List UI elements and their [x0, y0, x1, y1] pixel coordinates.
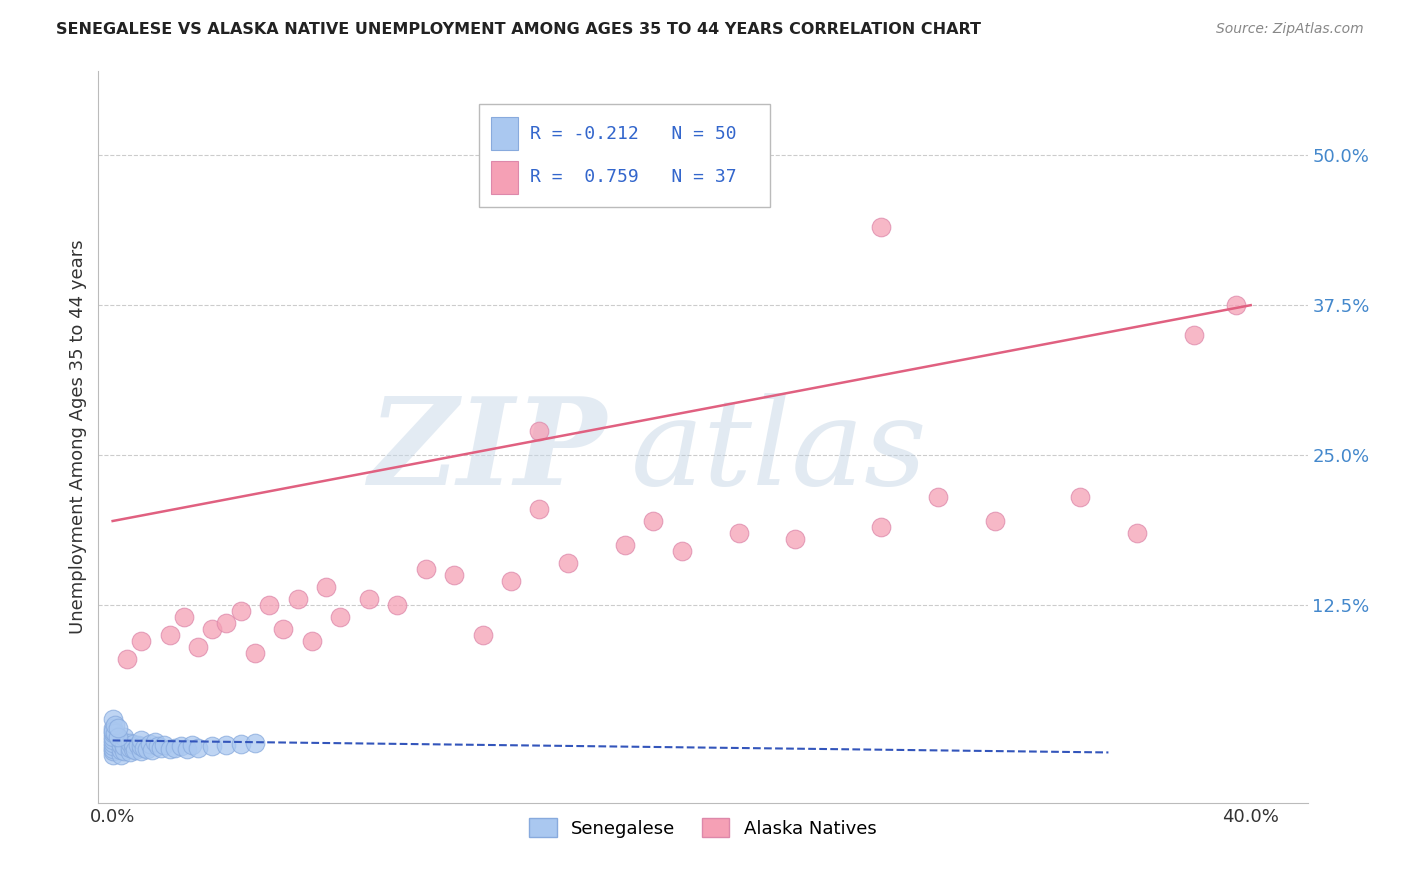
Point — [785, 532, 807, 546]
Point — [159, 742, 181, 756]
Point — [112, 730, 135, 744]
Point — [104, 718, 127, 732]
Point — [107, 730, 129, 744]
Text: R =  0.759   N = 37: R = 0.759 N = 37 — [530, 169, 737, 186]
Point — [1126, 526, 1149, 541]
Point — [315, 580, 337, 594]
Point — [869, 220, 891, 235]
Point — [187, 640, 209, 654]
Point — [121, 737, 143, 751]
Point — [201, 622, 224, 636]
Point — [129, 744, 152, 758]
Point — [671, 544, 693, 558]
Point — [104, 726, 127, 740]
Point — [471, 628, 494, 642]
Bar — [492, 117, 517, 150]
Point — [415, 562, 437, 576]
Point — [110, 733, 132, 747]
Text: Source: ZipAtlas.com: Source: ZipAtlas.com — [1216, 22, 1364, 37]
Text: atlas: atlas — [630, 393, 927, 510]
Point — [229, 604, 252, 618]
Point — [118, 746, 141, 760]
Point — [153, 738, 176, 752]
Point — [176, 742, 198, 756]
Point — [215, 615, 238, 630]
Point — [529, 424, 551, 438]
Point — [110, 738, 132, 752]
Point — [1225, 298, 1247, 312]
Legend: Senegalese, Alaska Natives: Senegalese, Alaska Natives — [522, 811, 884, 845]
Text: R = -0.212   N = 50: R = -0.212 N = 50 — [530, 125, 737, 143]
Point — [159, 628, 181, 642]
Point — [927, 490, 949, 504]
Point — [181, 738, 204, 752]
Point — [101, 712, 124, 726]
Point — [643, 514, 665, 528]
Point — [727, 526, 749, 541]
Point — [229, 737, 252, 751]
Point — [110, 747, 132, 762]
Point — [150, 740, 173, 755]
Point — [869, 520, 891, 534]
Point — [135, 742, 157, 756]
Point — [101, 730, 124, 744]
Point — [170, 739, 193, 754]
Point — [1069, 490, 1091, 504]
Point — [613, 538, 636, 552]
Point — [101, 736, 124, 750]
Point — [101, 733, 124, 747]
Point — [329, 610, 352, 624]
Point — [112, 744, 135, 758]
Point — [101, 744, 124, 758]
Text: ZIP: ZIP — [368, 392, 606, 511]
Point — [443, 568, 465, 582]
Point — [121, 742, 143, 756]
Point — [287, 591, 309, 606]
Point — [101, 726, 124, 740]
Point — [357, 591, 380, 606]
Point — [118, 736, 141, 750]
Point — [243, 736, 266, 750]
Y-axis label: Unemployment Among Ages 35 to 44 years: Unemployment Among Ages 35 to 44 years — [69, 240, 87, 634]
Point — [101, 742, 124, 756]
Point — [129, 739, 152, 754]
Point — [146, 739, 169, 754]
Point — [499, 574, 522, 588]
Point — [301, 634, 323, 648]
Point — [124, 743, 146, 757]
Point — [173, 610, 195, 624]
Point — [165, 740, 187, 755]
Bar — [492, 161, 517, 194]
Point — [983, 514, 1005, 528]
Point — [257, 598, 280, 612]
Point — [112, 739, 135, 754]
Point — [129, 733, 152, 747]
Point — [101, 722, 124, 736]
Point — [138, 737, 160, 751]
Point — [127, 738, 149, 752]
Point — [118, 740, 141, 755]
Point — [115, 652, 138, 666]
Point — [385, 598, 408, 612]
Point — [132, 740, 155, 755]
Point — [187, 740, 209, 755]
Point — [215, 738, 238, 752]
Point — [529, 502, 551, 516]
Point — [273, 622, 295, 636]
Point — [201, 739, 224, 754]
Point — [110, 743, 132, 757]
Point — [101, 739, 124, 754]
Point — [107, 722, 129, 736]
Point — [129, 634, 152, 648]
Point — [243, 646, 266, 660]
Point — [557, 556, 579, 570]
Point — [141, 743, 163, 757]
Point — [101, 723, 124, 738]
Text: SENEGALESE VS ALASKA NATIVE UNEMPLOYMENT AMONG AGES 35 TO 44 YEARS CORRELATION C: SENEGALESE VS ALASKA NATIVE UNEMPLOYMENT… — [56, 22, 981, 37]
FancyBboxPatch shape — [479, 104, 769, 207]
Point — [1182, 328, 1205, 343]
Point — [101, 747, 124, 762]
Point — [143, 734, 166, 748]
